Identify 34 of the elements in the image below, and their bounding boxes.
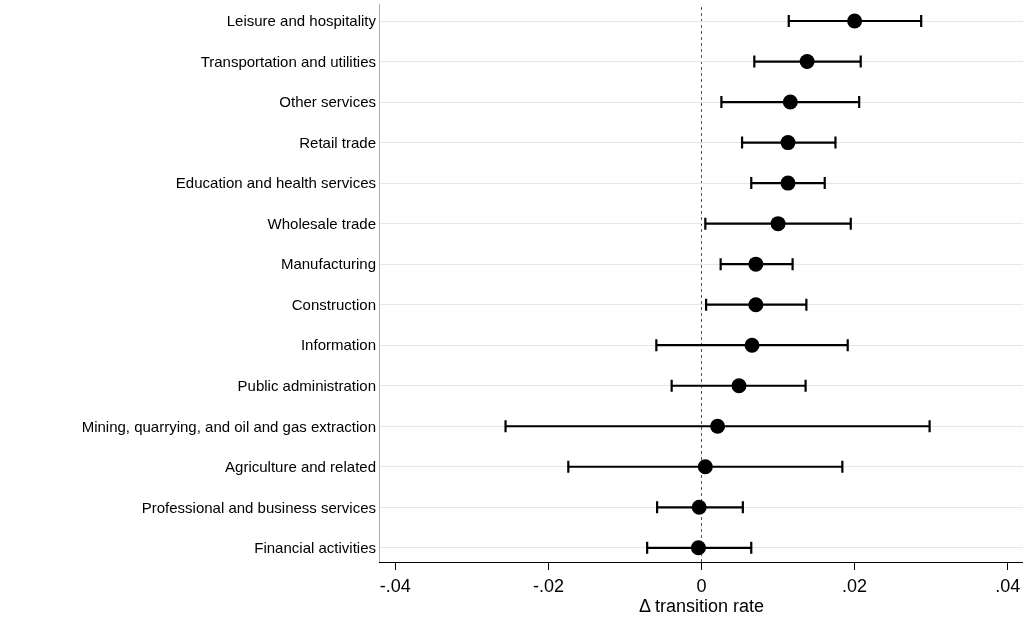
x-tick-label: .04 bbox=[995, 575, 1021, 596]
point bbox=[691, 499, 707, 515]
point bbox=[782, 94, 798, 110]
y-tick-label: Other services bbox=[279, 93, 376, 111]
point bbox=[710, 418, 726, 434]
point bbox=[748, 256, 764, 272]
y-tick-label: Education and health services bbox=[175, 174, 376, 192]
x-tick-label: 0 bbox=[696, 575, 707, 596]
y-tick-label: Professional and business services bbox=[141, 498, 376, 516]
y-tick-label: Wholesale trade bbox=[267, 214, 376, 232]
point bbox=[799, 54, 815, 70]
y-tick-label: Leisure and hospitality bbox=[226, 12, 377, 30]
y-tick-label: Transportation and utilities bbox=[200, 52, 376, 70]
point bbox=[847, 13, 863, 29]
point bbox=[697, 459, 713, 475]
x-tick-label: -.04 bbox=[379, 575, 411, 596]
y-tick-label: Financial activities bbox=[254, 539, 376, 557]
y-tick-label: Manufacturing bbox=[280, 255, 376, 273]
x-tick-label: .02 bbox=[842, 575, 868, 596]
point bbox=[780, 175, 796, 191]
point bbox=[780, 135, 796, 151]
y-tick-label: Public administration bbox=[237, 376, 376, 394]
point bbox=[770, 216, 786, 232]
point bbox=[731, 378, 747, 394]
y-tick-label: Retail trade bbox=[299, 133, 376, 151]
y-tick-label: Construction bbox=[291, 295, 376, 313]
x-axis-title: Δ transition rate bbox=[638, 595, 765, 616]
x-tick-label: -.02 bbox=[532, 575, 564, 596]
y-tick-label: Agriculture and related bbox=[225, 458, 376, 476]
point bbox=[748, 297, 764, 313]
y-tick-label: Mining, quarrying, and oil and gas extraction bbox=[81, 417, 376, 435]
y-tick-label: Information bbox=[300, 336, 376, 354]
point bbox=[744, 337, 760, 353]
point bbox=[690, 540, 706, 556]
